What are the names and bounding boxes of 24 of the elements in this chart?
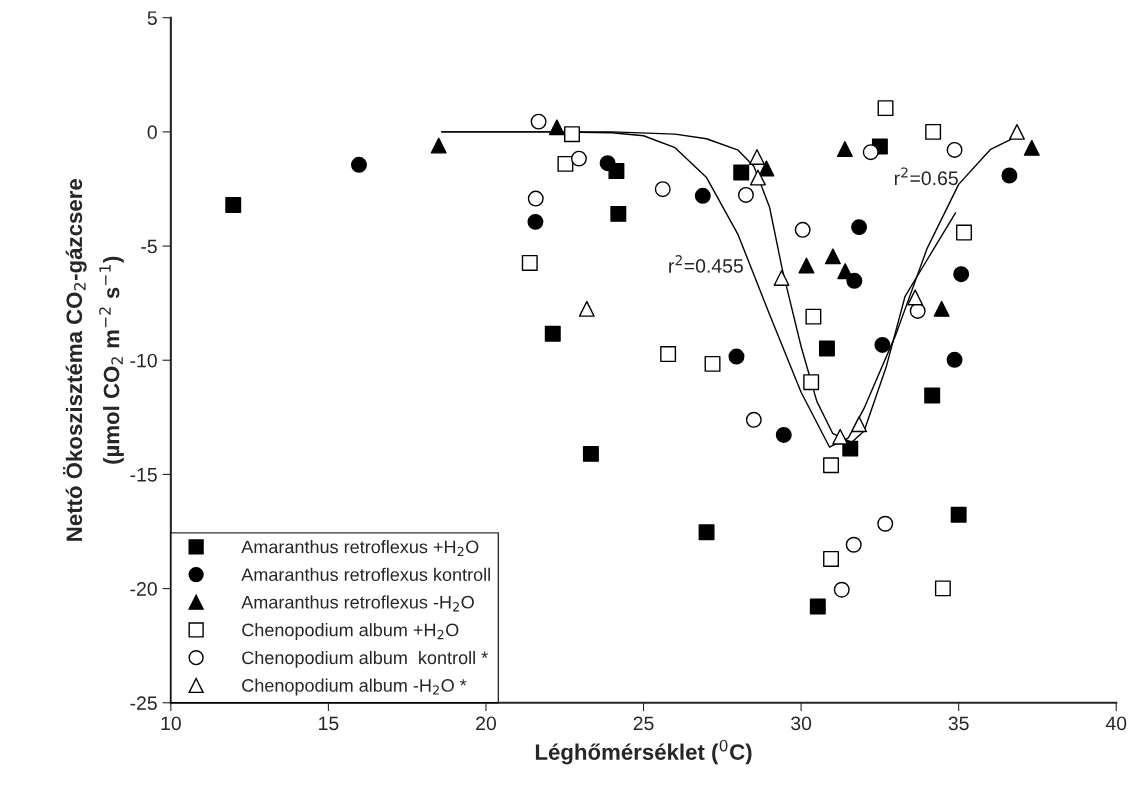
y-tick-label: 0	[147, 125, 157, 140]
legend-label: Chenopodium album +H$_{2}$O	[242, 623, 459, 640]
legend-label: Amaranthus retroflexus -H$_{2}$O	[241, 595, 474, 612]
x-axis-title: Léghőmérséklet ($^{0}$C)	[535, 739, 752, 765]
x-tick-label: 10	[161, 716, 181, 731]
y-tick-label: 5	[147, 11, 157, 25]
legend-label: Chenopodium album -H$_{2}$O *	[242, 678, 467, 696]
legend-label: Amaranthus retroflexus +H$_{2}$O	[241, 540, 479, 557]
y-tick-label: -25	[130, 696, 157, 710]
x-tick-label: 30	[791, 716, 812, 731]
x-tick-label: 40	[1105, 716, 1127, 731]
annotation: r$^{2}$=0.455	[669, 255, 743, 273]
y-tick-label: -5	[141, 239, 157, 254]
y-tick-label: -15	[130, 468, 157, 482]
x-tick-label: 20	[476, 716, 497, 731]
text: Nettó Ökoszisztéma CO$_{2}$-gázcsere (µmol CO$_{2}$ m$^{−2}$ s$^{−1}$)	[62, 179, 124, 541]
y-tick-label: -20	[130, 582, 157, 596]
legend-label: Chenopodium album kontroll *	[242, 650, 488, 668]
annotation: r$^{2}$=0.65	[894, 167, 958, 186]
x-tick-label: 35	[948, 716, 969, 731]
x-tick-label: 25	[633, 716, 654, 731]
legend-label: Amaranthus retroflexus kontroll	[241, 567, 490, 582]
x-tick-label: 15	[319, 716, 339, 731]
y-tick-label: -10	[130, 353, 157, 368]
